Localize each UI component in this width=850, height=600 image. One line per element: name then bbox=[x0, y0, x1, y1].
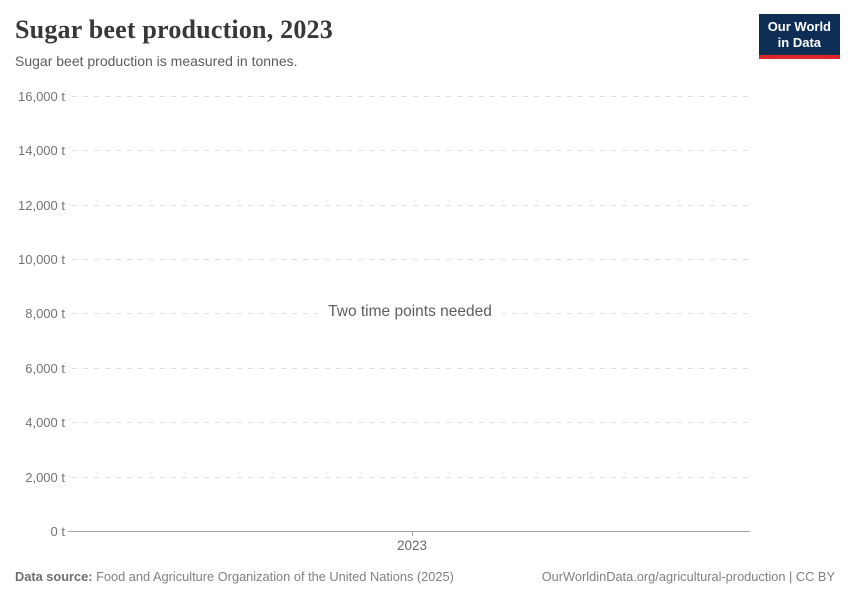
data-source-text: Food and Agriculture Organization of the… bbox=[92, 569, 454, 584]
owid-url-link[interactable]: OurWorldinData.org/agricultural-producti… bbox=[541, 569, 835, 584]
x-axis-line bbox=[68, 531, 750, 532]
gridline bbox=[72, 205, 752, 206]
owid-logo-line1: Our World bbox=[767, 19, 831, 34]
y-axis-tick-label: 16,000 t bbox=[18, 89, 65, 104]
y-axis-tick-label: 0 t bbox=[50, 524, 65, 539]
chart-subtitle: Sugar beet production is measured in ton… bbox=[15, 53, 298, 69]
chart-footer: Data source: Food and Agriculture Organi… bbox=[15, 569, 835, 584]
gridline bbox=[72, 259, 752, 260]
empty-state-message: Two time points needed bbox=[318, 301, 502, 323]
x-axis-tick-label: 2023 bbox=[396, 538, 428, 553]
gridline bbox=[72, 477, 752, 478]
gridline bbox=[72, 96, 752, 97]
owid-logo[interactable]: Our World in Data bbox=[758, 14, 840, 59]
owid-logo-line2: in Data bbox=[777, 34, 822, 50]
gridline bbox=[72, 368, 752, 369]
y-axis-tick-label: 2,000 t bbox=[25, 470, 65, 485]
data-source-note: Data source: Food and Agriculture Organi… bbox=[15, 569, 454, 584]
y-axis-tick-label: 10,000 t bbox=[18, 252, 65, 267]
gridline bbox=[72, 150, 752, 151]
y-axis-tick-label: 8,000 t bbox=[25, 306, 65, 321]
y-axis-tick-label: 6,000 t bbox=[25, 361, 65, 376]
x-axis-tick-mark bbox=[412, 531, 413, 536]
chart-title: Sugar beet production, 2023 bbox=[15, 15, 333, 44]
y-axis-tick-label: 12,000 t bbox=[18, 198, 65, 213]
gridline bbox=[72, 422, 752, 423]
data-source-label: Data source: bbox=[15, 569, 93, 584]
y-axis-tick-label: 14,000 t bbox=[18, 143, 65, 158]
y-axis-tick-label: 4,000 t bbox=[25, 415, 65, 430]
